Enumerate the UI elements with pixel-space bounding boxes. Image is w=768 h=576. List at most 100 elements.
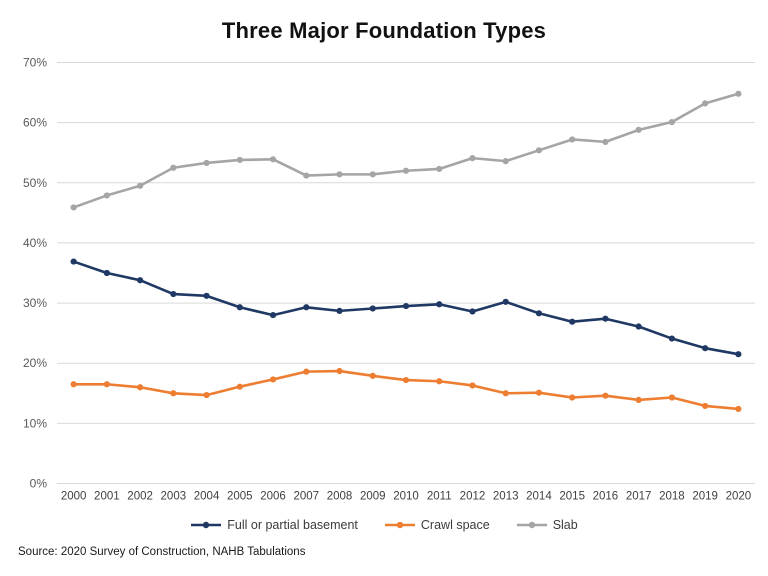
data-point-marker bbox=[402, 376, 410, 384]
legend-label: Slab bbox=[552, 518, 578, 532]
data-point-marker bbox=[602, 315, 609, 322]
data-point-marker bbox=[668, 394, 676, 401]
data-point-marker bbox=[469, 308, 476, 315]
y-tick-label: 60% bbox=[23, 116, 47, 130]
data-point-marker bbox=[668, 335, 676, 342]
legend-label: Crawl space bbox=[420, 518, 490, 532]
data-point-marker bbox=[136, 182, 144, 189]
data-point-marker bbox=[602, 138, 609, 145]
x-tick-label: 2020 bbox=[726, 491, 752, 503]
data-point-marker bbox=[436, 301, 443, 308]
series-line-slab bbox=[72, 92, 740, 209]
data-point-marker bbox=[469, 155, 476, 162]
x-tick-label: 2010 bbox=[393, 491, 419, 503]
legend-item-slab: Slab bbox=[516, 518, 578, 532]
data-point-marker bbox=[203, 159, 210, 167]
y-tick-label: 50% bbox=[23, 176, 47, 190]
data-point-marker bbox=[535, 310, 543, 317]
data-point-marker bbox=[70, 258, 77, 265]
x-tick-label: 2011 bbox=[427, 491, 452, 503]
data-point-marker bbox=[635, 126, 642, 133]
legend-swatch-icon bbox=[516, 521, 547, 529]
data-point-marker bbox=[436, 165, 443, 173]
data-point-marker bbox=[70, 204, 77, 211]
x-tick-label: 2017 bbox=[626, 491, 652, 503]
data-point-marker bbox=[336, 171, 343, 178]
x-tick-label: 2018 bbox=[659, 491, 685, 503]
data-point-marker bbox=[203, 391, 210, 399]
data-point-marker bbox=[635, 396, 642, 404]
x-tick-label: 2015 bbox=[559, 491, 585, 503]
data-point-marker bbox=[269, 376, 277, 383]
x-tick-label: 2004 bbox=[194, 491, 220, 503]
data-point-marker bbox=[103, 381, 110, 388]
data-point-marker bbox=[103, 192, 110, 199]
data-point-marker bbox=[203, 292, 210, 299]
data-point-marker bbox=[702, 402, 709, 410]
data-point-marker bbox=[668, 118, 676, 126]
x-tick-label: 2016 bbox=[593, 491, 619, 503]
data-point-marker bbox=[170, 290, 177, 298]
data-point-marker bbox=[602, 392, 609, 399]
data-point-marker bbox=[103, 269, 110, 277]
data-point-marker bbox=[336, 367, 343, 375]
y-tick-label: 70% bbox=[23, 56, 47, 70]
data-point-marker bbox=[502, 158, 509, 165]
y-tick-label: 30% bbox=[23, 296, 47, 310]
data-point-marker bbox=[635, 323, 642, 330]
data-point-marker bbox=[303, 304, 310, 311]
data-point-marker bbox=[502, 390, 509, 397]
x-tick-label: 2000 bbox=[61, 491, 87, 503]
data-point-marker bbox=[502, 298, 509, 305]
source-note: Source: 2020 Survey of Construction, NAH… bbox=[18, 546, 306, 558]
data-point-marker bbox=[369, 171, 376, 178]
chart-legend: Full or partial basement Crawl space Slab bbox=[0, 518, 768, 532]
x-tick-label: 2005 bbox=[227, 491, 253, 503]
y-tick-label: 40% bbox=[23, 236, 47, 250]
x-tick-label: 2008 bbox=[327, 491, 353, 503]
legend-swatch-icon bbox=[191, 521, 222, 529]
data-point-marker bbox=[569, 394, 576, 401]
data-point-marker bbox=[170, 390, 177, 397]
data-point-marker bbox=[369, 372, 376, 379]
y-tick-label: 20% bbox=[23, 356, 47, 370]
data-point-marker bbox=[402, 302, 410, 310]
data-point-marker bbox=[535, 147, 543, 154]
data-point-marker bbox=[136, 384, 144, 391]
x-tick-label: 2001 bbox=[94, 491, 120, 503]
x-tick-label: 2014 bbox=[526, 491, 552, 503]
data-point-marker bbox=[436, 378, 443, 385]
data-point-marker bbox=[170, 164, 177, 171]
data-point-marker bbox=[569, 136, 576, 143]
data-point-marker bbox=[469, 382, 476, 389]
data-point-marker bbox=[702, 100, 709, 107]
data-point-marker bbox=[402, 167, 410, 174]
y-tick-label: 10% bbox=[23, 416, 47, 430]
data-point-marker bbox=[702, 345, 709, 352]
data-point-marker bbox=[369, 305, 376, 312]
legend-label: Full or partial basement bbox=[227, 518, 358, 532]
data-point-marker bbox=[735, 351, 742, 358]
series-line-crawl-space bbox=[72, 369, 740, 411]
data-point-marker bbox=[303, 368, 310, 375]
data-point-marker bbox=[236, 383, 243, 390]
x-tick-label: 2002 bbox=[127, 491, 153, 503]
chart-title: Three Major Foundation Types bbox=[221, 18, 547, 43]
x-tick-label: 2007 bbox=[293, 491, 319, 503]
x-tick-label: 2003 bbox=[161, 491, 187, 503]
data-point-marker bbox=[735, 90, 742, 97]
data-point-marker bbox=[269, 312, 277, 319]
data-point-marker bbox=[269, 156, 277, 163]
data-point-marker bbox=[535, 389, 543, 396]
data-point-marker bbox=[70, 381, 77, 388]
x-tick-label: 2012 bbox=[460, 491, 486, 503]
x-tick-label: 2013 bbox=[493, 491, 519, 503]
data-point-marker bbox=[236, 156, 243, 164]
legend-item-crawl-space: Crawl space bbox=[384, 518, 490, 532]
legend-swatch-icon bbox=[384, 521, 415, 529]
data-point-marker bbox=[136, 277, 144, 284]
data-point-marker bbox=[735, 405, 742, 413]
data-point-marker bbox=[303, 172, 310, 179]
data-point-marker bbox=[336, 307, 343, 314]
x-tick-label: 2019 bbox=[692, 491, 718, 503]
